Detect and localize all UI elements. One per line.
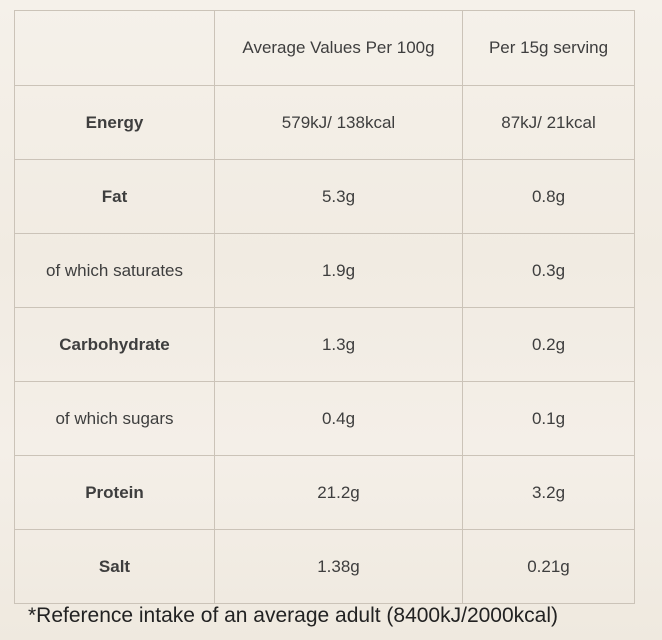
row-label: Salt (14, 529, 215, 604)
row-label: Carbohydrate (14, 307, 215, 382)
header-row: Average Values Per 100g Per 15g serving (14, 10, 635, 86)
value-cell: 0.21g (462, 529, 635, 604)
nutrition-table: Average Values Per 100g Per 15g serving … (14, 10, 635, 604)
row-label: of which sugars (14, 381, 215, 456)
table-row: Energy 579kJ/ 138kcal 87kJ/ 21kcal (14, 85, 635, 160)
value-cell: 0.2g (462, 307, 635, 382)
table-row: of which saturates 1.9g 0.3g (14, 233, 635, 308)
row-label: Protein (14, 455, 215, 530)
value-cell: 1.9g (214, 233, 463, 308)
value-cell: 21.2g (214, 455, 463, 530)
value-cell: 0.3g (462, 233, 635, 308)
value-cell: 1.38g (214, 529, 463, 604)
value-cell: 87kJ/ 21kcal (462, 85, 635, 160)
header-cell: Per 15g serving (462, 10, 635, 86)
table-row: of which sugars 0.4g 0.1g (14, 381, 635, 456)
value-cell: 5.3g (214, 159, 463, 234)
header-cell (14, 10, 215, 86)
value-cell: 1.3g (214, 307, 463, 382)
footnote: *Reference intake of an average adult (8… (28, 604, 559, 627)
table-row: Carbohydrate 1.3g 0.2g (14, 307, 635, 382)
value-cell: 0.4g (214, 381, 463, 456)
row-label: Fat (14, 159, 215, 234)
row-label: of which saturates (14, 233, 215, 308)
table-row: Fat 5.3g 0.8g (14, 159, 635, 234)
table-row: Salt 1.38g 0.21g (14, 529, 635, 604)
header-cell: Average Values Per 100g (214, 10, 463, 86)
table-row: Protein 21.2g 3.2g (14, 455, 635, 530)
value-cell: 0.1g (462, 381, 635, 456)
value-cell: 0.8g (462, 159, 635, 234)
value-cell: 579kJ/ 138kcal (214, 85, 463, 160)
row-label: Energy (14, 85, 215, 160)
value-cell: 3.2g (462, 455, 635, 530)
